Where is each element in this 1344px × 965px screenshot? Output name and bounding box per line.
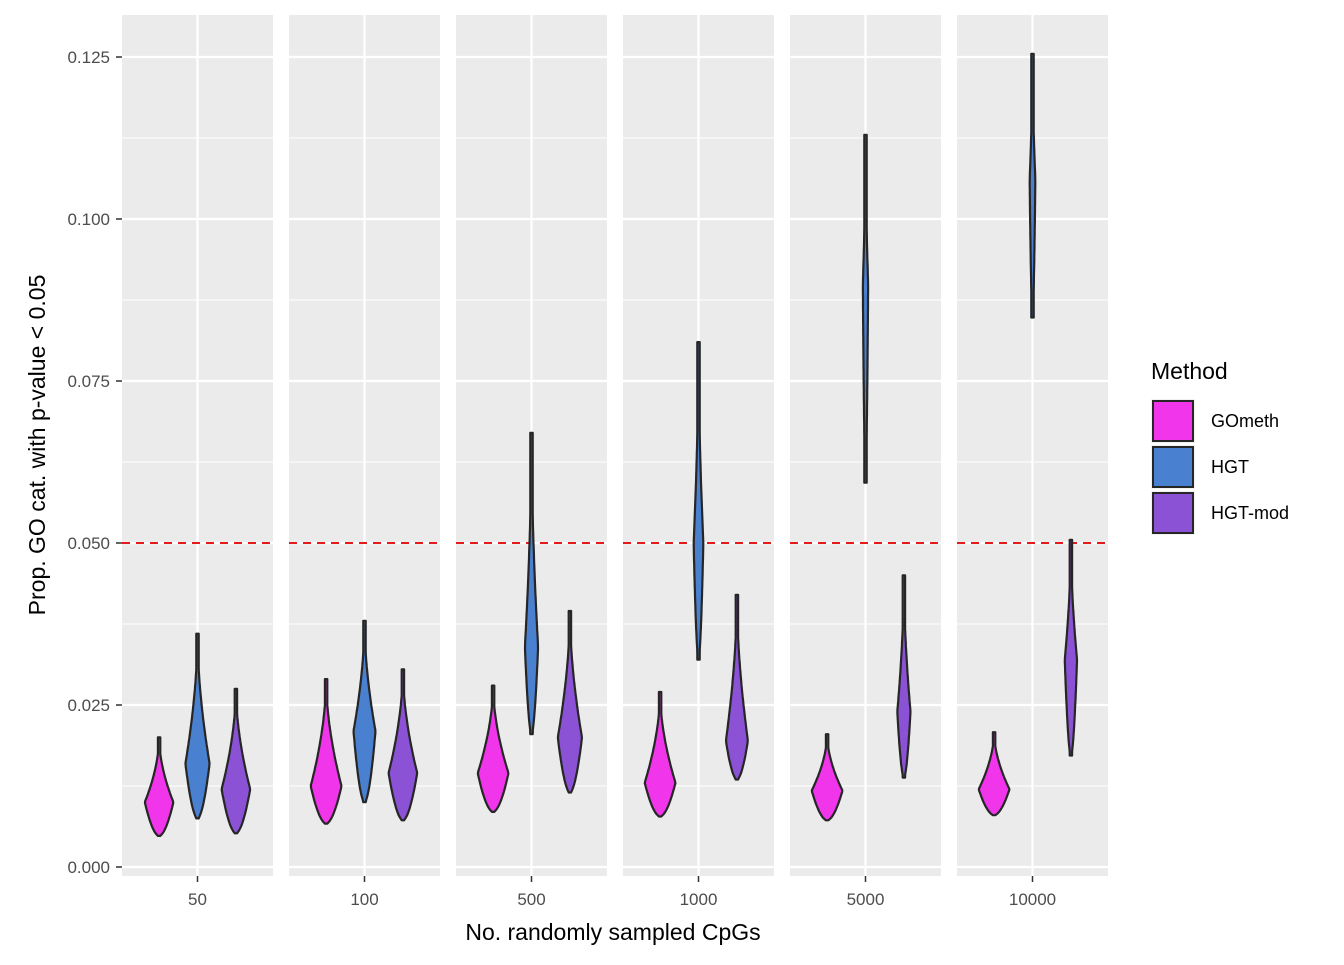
y-tick-label: 0.025 bbox=[67, 696, 110, 715]
y-tick-label: 0.050 bbox=[67, 534, 110, 553]
violin-gometh-500 bbox=[476, 684, 510, 813]
panel-50 bbox=[122, 15, 273, 876]
x-tick-label-50: 50 bbox=[188, 890, 207, 909]
legend-entry-gometh: GOmeth bbox=[1151, 399, 1279, 443]
panel-500 bbox=[456, 15, 607, 876]
legend-swatch bbox=[1152, 492, 1194, 534]
y-axis-title: Prop. GO cat. with p-value < 0.05 bbox=[24, 275, 50, 616]
panel-5000 bbox=[790, 15, 941, 876]
violin-gometh-1000 bbox=[643, 690, 677, 818]
legend-entry-hgt-mod: HGT-mod bbox=[1151, 491, 1289, 535]
legend: Method GOmeth HGT HGT-mod bbox=[1151, 358, 1289, 535]
violin-hgt-mod-100 bbox=[387, 668, 419, 822]
panel-10000 bbox=[957, 15, 1108, 876]
y-tick-label: 0.000 bbox=[67, 858, 110, 877]
violin-hgt-100 bbox=[352, 619, 377, 804]
panel-100 bbox=[289, 15, 440, 876]
legend-label: GOmeth bbox=[1211, 411, 1279, 431]
violin-hgt-mod-500 bbox=[556, 609, 583, 794]
legend-title: Method bbox=[1151, 358, 1228, 384]
violin-hgt-50 bbox=[184, 632, 211, 820]
panel-1000 bbox=[623, 15, 774, 876]
panels bbox=[122, 15, 1108, 876]
violin-gometh-50 bbox=[143, 736, 175, 837]
legend-swatch bbox=[1152, 400, 1194, 442]
violin-hgt-1000 bbox=[692, 341, 705, 661]
x-tick-label-1000: 1000 bbox=[680, 890, 718, 909]
violin-hgt-mod-50 bbox=[220, 687, 252, 835]
violin-hgt-500 bbox=[523, 431, 540, 736]
y-tick-label: 0.125 bbox=[67, 48, 110, 67]
legend-label: HGT bbox=[1211, 457, 1249, 477]
violin-hgt-mod-5000 bbox=[896, 574, 912, 779]
x-axis: 50 100 500 1000 5000 10000 bbox=[188, 876, 1056, 909]
legend-entry-hgt: HGT bbox=[1151, 445, 1249, 489]
legend-swatch bbox=[1152, 446, 1194, 488]
x-tick-label-500: 500 bbox=[517, 890, 545, 909]
y-axis: 0.000 0.025 0.050 0.075 0.100 0.125 bbox=[67, 48, 122, 877]
violin-hgt-5000 bbox=[861, 133, 870, 484]
violin-gometh-10000 bbox=[977, 731, 1011, 817]
x-tick-label-5000: 5000 bbox=[847, 890, 885, 909]
violin-gometh-100 bbox=[309, 678, 343, 825]
violin-hgt-10000 bbox=[1028, 52, 1037, 319]
legend-label: HGT-mod bbox=[1211, 503, 1289, 523]
x-axis-title: No. randomly sampled CpGs bbox=[465, 919, 760, 945]
y-tick-label: 0.100 bbox=[67, 210, 110, 229]
violin-hgt-mod-10000 bbox=[1063, 538, 1079, 757]
x-tick-label-10000: 10000 bbox=[1009, 890, 1056, 909]
x-tick-label-100: 100 bbox=[350, 890, 378, 909]
violin-hgt-mod-1000 bbox=[725, 593, 749, 781]
y-tick-label: 0.075 bbox=[67, 372, 110, 391]
violin-gometh-5000 bbox=[810, 733, 844, 822]
